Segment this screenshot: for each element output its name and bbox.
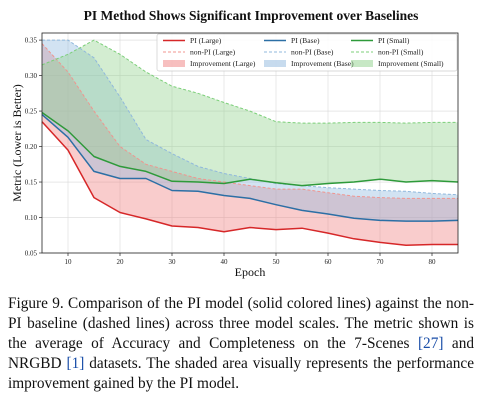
caption-text-2: and NRGBD <box>8 335 474 372</box>
caption-text-3: datasets. The shaded area visually repre… <box>8 355 474 392</box>
x-axis-label: Epoch <box>235 265 266 279</box>
legend-swatch-improvement-base <box>264 60 286 67</box>
legend-label-non-pi-large: non-PI (Large) <box>190 48 236 57</box>
legend-label-pi-large: PI (Large) <box>190 36 222 45</box>
caption-text-1: Figure 9. Comparison of the PI model (so… <box>8 295 474 352</box>
legend-label-non-pi-small: non-PI (Small) <box>378 48 424 57</box>
legend-label-non-pi-base: non-PI (Base) <box>291 48 334 57</box>
legend-swatch-improvement-large <box>163 60 185 67</box>
fill-improvement-base <box>42 40 458 222</box>
x-tick-label: 30 <box>169 258 177 266</box>
x-tick-label: 20 <box>117 258 125 266</box>
legend-label-improvement-small: Improvement (Small) <box>378 59 444 68</box>
line-pi-small <box>41 111 459 187</box>
legend-label-pi-small: PI (Small) <box>378 36 410 45</box>
x-tick-label: 10 <box>65 258 73 266</box>
y-axis-label: Metric (Lower is Better) <box>10 84 24 202</box>
citation-link-1[interactable]: [1] <box>66 355 85 372</box>
y-tick-label: 0.15 <box>25 179 38 187</box>
legend: PI (Large) PI (Base) PI (Small) non-PI (Lar… <box>156 33 458 72</box>
improvement-fills <box>42 40 458 246</box>
y-tick-label: 0.05 <box>25 250 38 258</box>
plot-frame <box>41 32 459 254</box>
axis-ticks: 10 20 30 40 50 60 70 80 0.05 0.10 0.15 0.20 0.25 0.30… <box>25 37 436 266</box>
series-lines <box>41 39 459 246</box>
legend-label-pi-base: PI (Base) <box>291 36 320 45</box>
line-non-pi-small <box>41 39 458 124</box>
fill-improvement-large <box>42 43 458 246</box>
x-tick-label: 50 <box>273 258 281 266</box>
y-tick-label: 0.25 <box>25 108 38 116</box>
x-tick-label: 80 <box>429 258 437 266</box>
y-tick-label: 0.35 <box>25 37 38 45</box>
chart-figure: PI Method Shows Significant Improvement … <box>10 8 459 279</box>
legend-label-improvement-base: Improvement (Base) <box>291 59 354 68</box>
line-pi-base <box>41 114 459 222</box>
fill-improvement-small <box>42 40 458 186</box>
x-tick-label: 40 <box>221 258 229 266</box>
y-tick-label: 0.10 <box>25 214 38 222</box>
legend-box <box>156 33 458 72</box>
y-tick-label: 0.20 <box>25 143 38 151</box>
citation-link-27[interactable]: [27] <box>417 335 444 352</box>
legend-label-improvement-large: Improvement (Large) <box>190 59 256 68</box>
x-tick-label: 60 <box>325 258 333 266</box>
legend-swatch-improvement-small <box>351 60 373 67</box>
line-non-pi-large <box>41 43 458 199</box>
x-tick-label: 70 <box>377 258 385 266</box>
y-tick-label: 0.30 <box>25 72 38 80</box>
figure-caption: Figure 9. Comparison of the PI model (so… <box>8 294 474 394</box>
chart-title: PI Method Shows Significant Improvement … <box>84 8 419 23</box>
line-pi-large <box>41 121 458 246</box>
